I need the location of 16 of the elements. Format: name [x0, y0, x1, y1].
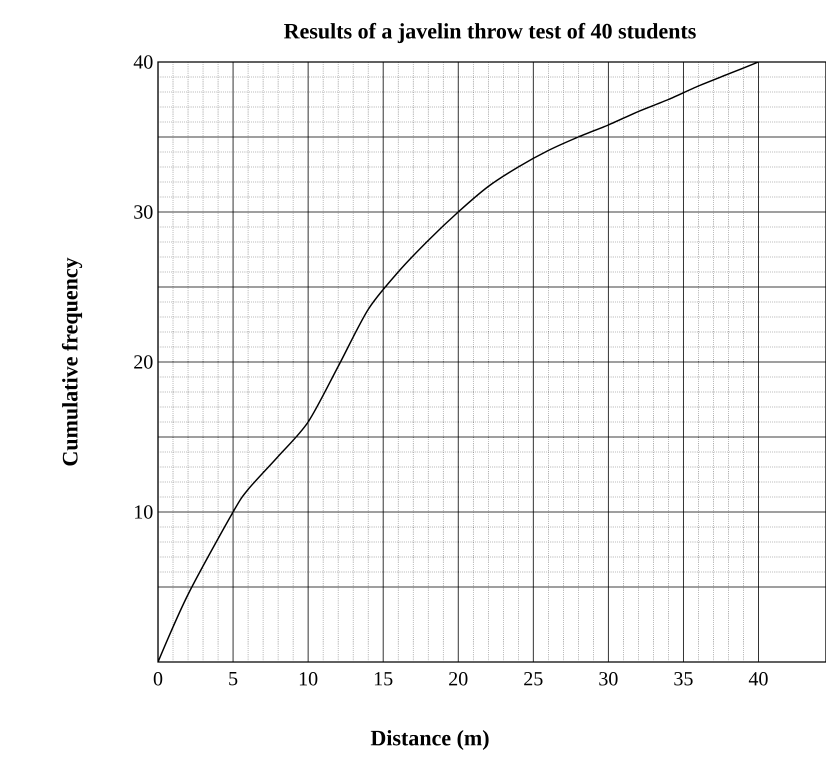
x-tick-label: 5 [229, 672, 238, 686]
y-tick-label: 40 [134, 55, 153, 69]
x-tick-label: 15 [374, 672, 392, 686]
x-tick-label: 25 [524, 672, 542, 686]
x-axis-title: Distance (m) [370, 730, 489, 750]
y-tick-label: 20 [134, 355, 153, 369]
x-tick-label: 20 [449, 672, 468, 686]
y-tick-label: 30 [134, 205, 153, 219]
y-axis-title: Cumulative frequency [62, 258, 82, 466]
chart-title: Results of a javelin throw test of 40 students [284, 22, 696, 44]
x-tick-label: 0 [154, 672, 162, 686]
y-tick-label: 10 [135, 505, 153, 519]
x-tick-label: 35 [674, 672, 693, 686]
x-tick-label: 10 [300, 672, 318, 686]
x-tick-label: 30 [599, 672, 618, 686]
x-tick-label: 40 [748, 672, 768, 686]
